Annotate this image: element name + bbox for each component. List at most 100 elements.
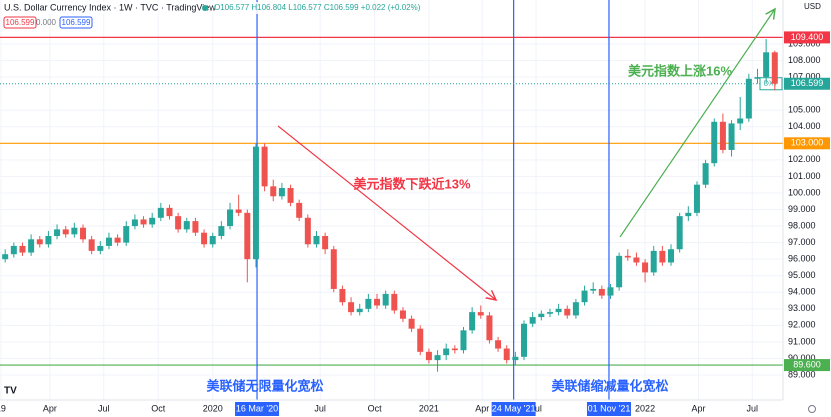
- y-tick-label: 107.000: [788, 71, 821, 81]
- candle-body: [287, 188, 294, 203]
- y-tick-label: 92.000: [788, 320, 816, 330]
- candle-body: [676, 216, 683, 250]
- candle-body: [624, 255, 631, 258]
- candle-body: [62, 229, 69, 235]
- y-tick-label: 99.000: [788, 204, 816, 214]
- candle-body: [711, 121, 718, 164]
- candle-body: [719, 121, 726, 150]
- y-tick-label: 105.000: [788, 105, 821, 115]
- x-tick-label: Apr: [691, 403, 705, 413]
- candle-body: [45, 235, 52, 245]
- last-price-tag: [784, 77, 830, 90]
- symbol-label: DXY: [764, 81, 779, 88]
- candle-body: [391, 293, 398, 311]
- candle-body: [745, 78, 752, 119]
- badge-text: 106.599: [62, 18, 91, 27]
- candle-body: [10, 245, 17, 255]
- candle-body: [356, 308, 363, 313]
- candle-body: [339, 288, 346, 303]
- y-tick-label: 102.000: [788, 154, 821, 164]
- candle-body: [728, 123, 735, 150]
- candle-body: [374, 298, 381, 306]
- y-tick-label: 93.000: [788, 303, 816, 313]
- y-tick-label: 89.000: [788, 369, 816, 379]
- candle-body: [581, 290, 588, 303]
- annotation: 美联储缩减量化宽松: [551, 378, 668, 393]
- price-line-tag: [784, 137, 830, 150]
- settings-icon[interactable]: [808, 405, 816, 413]
- candle-body: [88, 239, 95, 251]
- candle-body: [616, 255, 623, 288]
- price-line-tag: [784, 359, 830, 372]
- candle-body: [28, 239, 35, 253]
- candle-body: [702, 163, 709, 185]
- down-arrow: [277, 125, 496, 300]
- candle-body: [201, 232, 208, 245]
- date-label: 16 Mar '20: [236, 403, 278, 413]
- date-tag: [491, 402, 536, 416]
- candle-body: [771, 52, 778, 84]
- candle-body: [54, 229, 61, 236]
- x-tick-label: Jul: [314, 403, 326, 413]
- candle-body: [157, 207, 164, 218]
- x-tick-label: Oct: [368, 403, 383, 413]
- candle-body: [754, 77, 761, 79]
- candle-body: [633, 257, 640, 263]
- candle-body: [659, 250, 666, 263]
- price-line-label: 89.600: [793, 359, 821, 369]
- ohlc: O106.577 H106.804 L106.577 C106.599 +0.0…: [214, 3, 421, 12]
- candle-body: [209, 235, 216, 245]
- y-tick-label: 97.000: [788, 237, 816, 247]
- candle-body: [183, 221, 190, 230]
- candle-body: [166, 207, 173, 217]
- candle-body: [434, 355, 441, 361]
- candle-body: [642, 262, 649, 273]
- candle-body: [261, 146, 268, 187]
- candle-body: [512, 356, 519, 361]
- candle-body: [382, 293, 389, 306]
- status-dot: [202, 5, 208, 11]
- candle-body: [296, 202, 303, 218]
- candle-body: [546, 312, 553, 314]
- candle-body: [572, 302, 579, 316]
- y-tick-label: 95.000: [788, 270, 816, 280]
- candle-body: [486, 315, 493, 341]
- candle-body: [131, 219, 138, 227]
- candle-body: [36, 239, 43, 245]
- legend: U.S. Dollar Currency Index · 1W · TVC · …: [2, 2, 421, 29]
- y-tick-label: 94.000: [788, 287, 816, 297]
- candle-body: [244, 212, 251, 260]
- x-tick-label: 2022: [635, 403, 655, 413]
- candle-body: [270, 186, 277, 197]
- candle-body: [140, 219, 147, 225]
- candle-body: [105, 237, 112, 246]
- candle-body: [304, 217, 311, 245]
- candle-body: [590, 288, 597, 291]
- price-axis-bg: [783, 0, 831, 417]
- date-tag: [586, 402, 631, 416]
- candle-body: [123, 226, 130, 243]
- y-tick-label: 96.000: [788, 254, 816, 264]
- candle-body: [399, 310, 406, 319]
- candle-body: [737, 118, 744, 124]
- legend-bg: [2, 2, 264, 14]
- y-tick-label: 101.000: [788, 171, 821, 181]
- candle-body: [693, 184, 700, 213]
- candle-body: [668, 249, 675, 263]
- y-tick-label: 98.000: [788, 220, 816, 230]
- x-tick-label: 19: [0, 403, 6, 413]
- x-tick-label: 2020: [203, 403, 223, 413]
- candle-body: [503, 348, 510, 361]
- candle-body: [330, 249, 337, 289]
- candle-body: [417, 328, 424, 352]
- badge: [3, 16, 37, 29]
- y-tick-label: 108.000: [788, 55, 821, 65]
- last-price-label: 106.599: [791, 78, 824, 88]
- candle-body: [469, 312, 476, 331]
- candle-body: [278, 188, 285, 197]
- candle-body: [650, 250, 657, 273]
- candle-body: [564, 308, 571, 316]
- candle-body: [451, 348, 458, 351]
- candle-body: [348, 302, 355, 313]
- candle-body: [97, 245, 104, 251]
